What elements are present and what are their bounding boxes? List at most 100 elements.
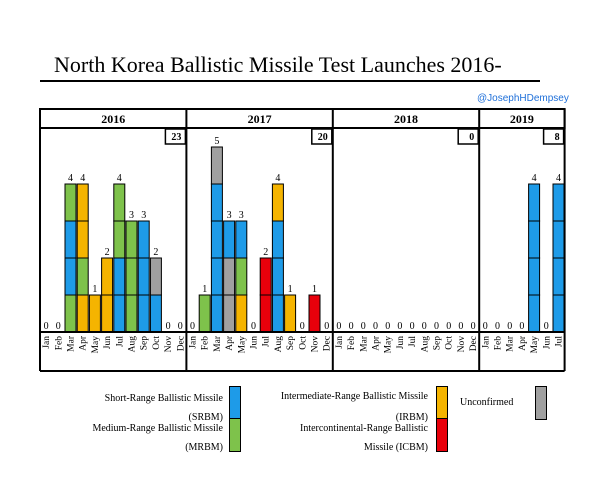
month-label-2018-Jul: Jul [408, 336, 418, 347]
bar-segment-2017-Aug-2 [271, 257, 284, 296]
count-label-2018-Sep: 0 [434, 321, 439, 332]
legend-unconfirmed-label: Unconfirmed [460, 397, 514, 408]
count-label-2016-Jun: 2 [105, 247, 110, 258]
count-label-2017-Nov: 1 [312, 284, 317, 295]
year-total-2017: 20 [318, 132, 328, 143]
year-label-2017: 2017 [248, 112, 272, 126]
bar-segment-2017-Jul-2 [259, 257, 272, 296]
year-total-box-2019 [542, 128, 565, 145]
bar-segment-2016-May-1 [88, 294, 101, 333]
month-label-2017-Jan: Jan [189, 336, 199, 349]
legend-irbm-label: Intermediate-Range Ballistic Missile (IR… [280, 391, 428, 423]
bar-segment-2017-Mar-1 [210, 294, 223, 333]
month-label-2016-May: May [91, 336, 101, 354]
bar-segment-2017-Aug-4 [271, 183, 284, 222]
bar-segment-2017-Nov-1 [308, 294, 321, 333]
month-label-2017-Jul: Jul [262, 336, 272, 347]
bar-segment-2016-Jul-2 [113, 257, 126, 296]
year-label-2016: 2016 [101, 112, 125, 126]
count-label-2018-Jan: 0 [336, 321, 341, 332]
month-label-2018-May: May [384, 336, 394, 354]
count-label-2016-Mar: 4 [68, 173, 73, 184]
month-label-2016-Mar: Mar [67, 335, 77, 352]
bar-segment-2016-Apr-2 [76, 257, 89, 296]
bar-segment-2017-May-1 [235, 294, 248, 333]
month-label-2017-Nov: Nov [311, 336, 321, 353]
count-label-2017-Jun: 0 [251, 321, 256, 332]
bar-segment-2016-Jul-3 [113, 220, 126, 259]
month-label-2017-Mar: Mar [213, 335, 223, 352]
count-label-2017-Oct: 0 [300, 321, 305, 332]
legend-mrbm-label: Medium-Range Ballistic Missile (MRBM) [92, 423, 223, 453]
month-label-2019-Mar: Mar [506, 335, 516, 352]
month-label-2018-Jan: Jan [335, 336, 345, 349]
count-label-2016-Dec: 0 [178, 321, 183, 332]
month-label-2018-Apr: Apr [372, 335, 382, 351]
count-label-2016-Feb: 0 [56, 321, 61, 332]
month-label-2018-Feb: Feb [347, 336, 357, 351]
bar-segment-2016-Apr-1 [76, 294, 89, 333]
month-label-2016-Jun: Jun [103, 336, 113, 349]
bar-segment-2016-Aug-2 [125, 257, 138, 296]
count-label-2017-Jul: 2 [263, 247, 268, 258]
month-label-2018-Jun: Jun [396, 336, 406, 349]
month-label-2016-Sep: Sep [140, 336, 150, 351]
bar-segment-2019-May-1 [528, 294, 541, 333]
count-label-2016-Oct: 2 [153, 247, 158, 258]
bar-segment-2017-May-2 [235, 257, 248, 296]
bar-segment-2016-Jun-1 [101, 294, 114, 333]
legend-irbm-swatch [436, 386, 448, 420]
year-total-box-2018 [457, 128, 479, 145]
bar-segment-2017-Mar-2 [210, 257, 223, 296]
count-label-2017-Feb: 1 [202, 284, 207, 295]
author-handle[interactable]: @JosephHDempsey [477, 93, 569, 104]
bar-segment-2016-Jul-1 [113, 294, 126, 333]
count-label-2016-Apr: 4 [80, 173, 85, 184]
bar-segment-2017-Apr-3 [223, 220, 236, 259]
month-label-2017-Apr: Apr [225, 335, 235, 351]
bar-segment-2017-Mar-3 [210, 220, 223, 259]
month-label-2019-Jul: Jul [555, 336, 565, 347]
month-label-2017-Aug: Aug [274, 336, 284, 353]
month-label-2019-Feb: Feb [494, 336, 504, 351]
count-label-2017-Jan: 0 [190, 321, 195, 332]
bar-segment-2016-Sep-1 [137, 294, 150, 333]
month-label-2018-Dec: Dec [469, 336, 479, 351]
bar-segment-2017-Apr-1 [223, 294, 236, 333]
legend-mrbm-swatch [229, 418, 241, 452]
month-label-2016-Jul: Jul [115, 336, 125, 347]
bar-segment-2016-Apr-4 [76, 183, 89, 222]
title-underline [40, 80, 540, 82]
bar-segment-2017-Aug-3 [271, 220, 284, 259]
month-label-2017-Dec: Dec [323, 336, 333, 351]
month-label-2018-Mar: Mar [359, 335, 369, 352]
month-label-2018-Nov: Nov [457, 336, 467, 353]
bar-segment-2016-Mar-3 [64, 220, 77, 259]
bar-segment-2019-Jul-2 [552, 257, 565, 296]
bar-segment-2016-Mar-1 [64, 294, 77, 333]
bar-segment-2016-Mar-2 [64, 257, 77, 296]
count-label-2016-Aug: 3 [129, 210, 134, 221]
count-label-2016-Nov: 0 [166, 321, 171, 332]
legend-icbm-swatch [436, 418, 448, 452]
bar-segment-2017-Sep-1 [284, 294, 297, 333]
count-label-2019-Feb: 0 [495, 321, 500, 332]
count-label-2017-Dec: 0 [324, 321, 329, 332]
count-label-2017-Apr: 3 [227, 210, 232, 221]
month-label-2016-Feb: Feb [54, 336, 64, 351]
bar-segment-2016-Sep-2 [137, 257, 150, 296]
month-label-2016-Apr: Apr [79, 335, 89, 351]
count-label-2018-Dec: 0 [471, 321, 476, 332]
legend-icbm-label: Intercontinental-Range Ballistic Missile… [299, 423, 428, 453]
count-label-2018-Oct: 0 [446, 321, 451, 332]
year-total-2019: 8 [555, 132, 560, 143]
bar-segment-2019-May-3 [528, 220, 541, 259]
year-total-2018: 0 [469, 132, 474, 143]
bar-segment-2019-Jul-3 [552, 220, 565, 259]
bar-segment-2016-Oct-2 [149, 257, 162, 296]
month-label-2019-Apr: Apr [518, 335, 528, 351]
month-label-2016-Aug: Aug [128, 336, 138, 353]
month-label-2017-May: May [237, 336, 247, 354]
bar-segment-2017-Mar-4 [210, 183, 223, 222]
legend-srbm-label: Short-Range Ballistic Missile (SRBM) [104, 393, 223, 423]
